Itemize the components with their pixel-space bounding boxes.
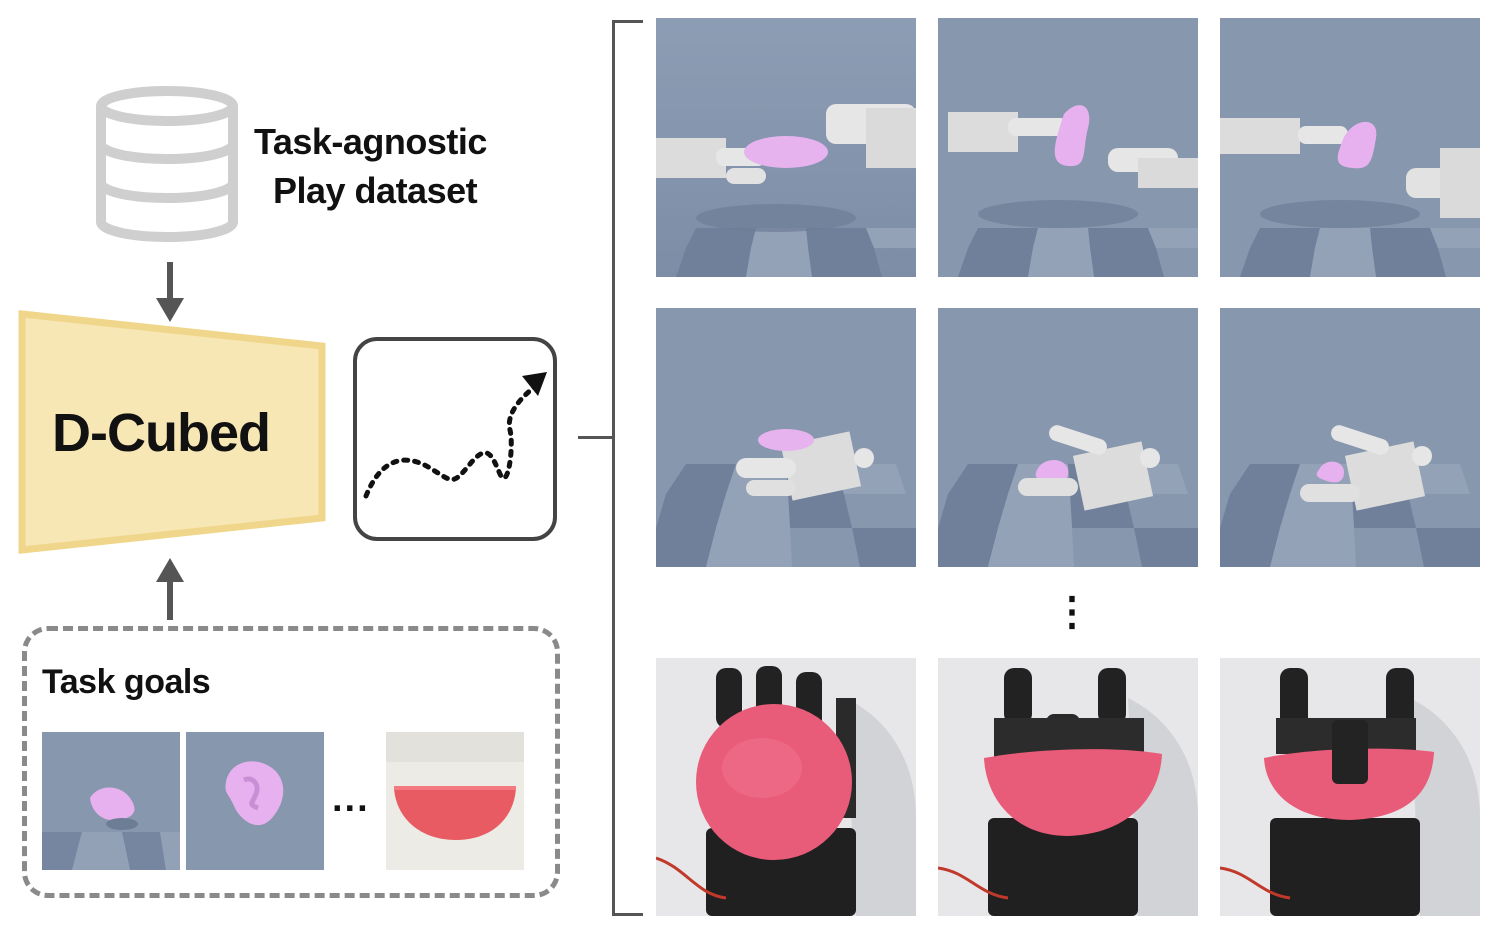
real-frame-c3: [1220, 658, 1480, 916]
real-frame-c1: [656, 658, 916, 916]
dataset-label-line1: Task-agnostic: [254, 121, 487, 162]
connector-line: [578, 436, 614, 439]
real-frame-c2: [938, 658, 1198, 916]
dataset-label-line2: Play dataset: [273, 170, 478, 211]
up-arrow-icon: [156, 558, 184, 620]
d-cubed-label: D-Cubed: [52, 403, 271, 463]
database-icon: [96, 86, 238, 242]
sim-frame-r2c3: [1220, 308, 1480, 567]
results-bracket: [612, 20, 643, 916]
dotted-trajectory-arrow-icon: [363, 381, 541, 499]
down-arrow-icon: [156, 262, 184, 322]
goals-ellipsis: ...: [332, 778, 370, 820]
goal-image-sim-1: [42, 732, 180, 870]
sim-frame-r1c3: [1220, 18, 1480, 277]
rows-vertical-ellipsis: ⋮: [1052, 590, 1092, 634]
d-cubed-model-block: [18, 310, 326, 554]
sim-frame-r2c1: [656, 308, 916, 567]
sim-frame-r2c2: [938, 308, 1198, 567]
sim-frame-r1c2: [938, 18, 1198, 277]
sim-frame-r1c1: [656, 18, 916, 277]
goal-image-sim-2: [186, 732, 324, 870]
trajectory-box: [353, 337, 557, 541]
goal-image-real: [386, 732, 524, 870]
task-goals-title: Task goals: [42, 663, 211, 701]
task-goals-box: [22, 626, 560, 898]
